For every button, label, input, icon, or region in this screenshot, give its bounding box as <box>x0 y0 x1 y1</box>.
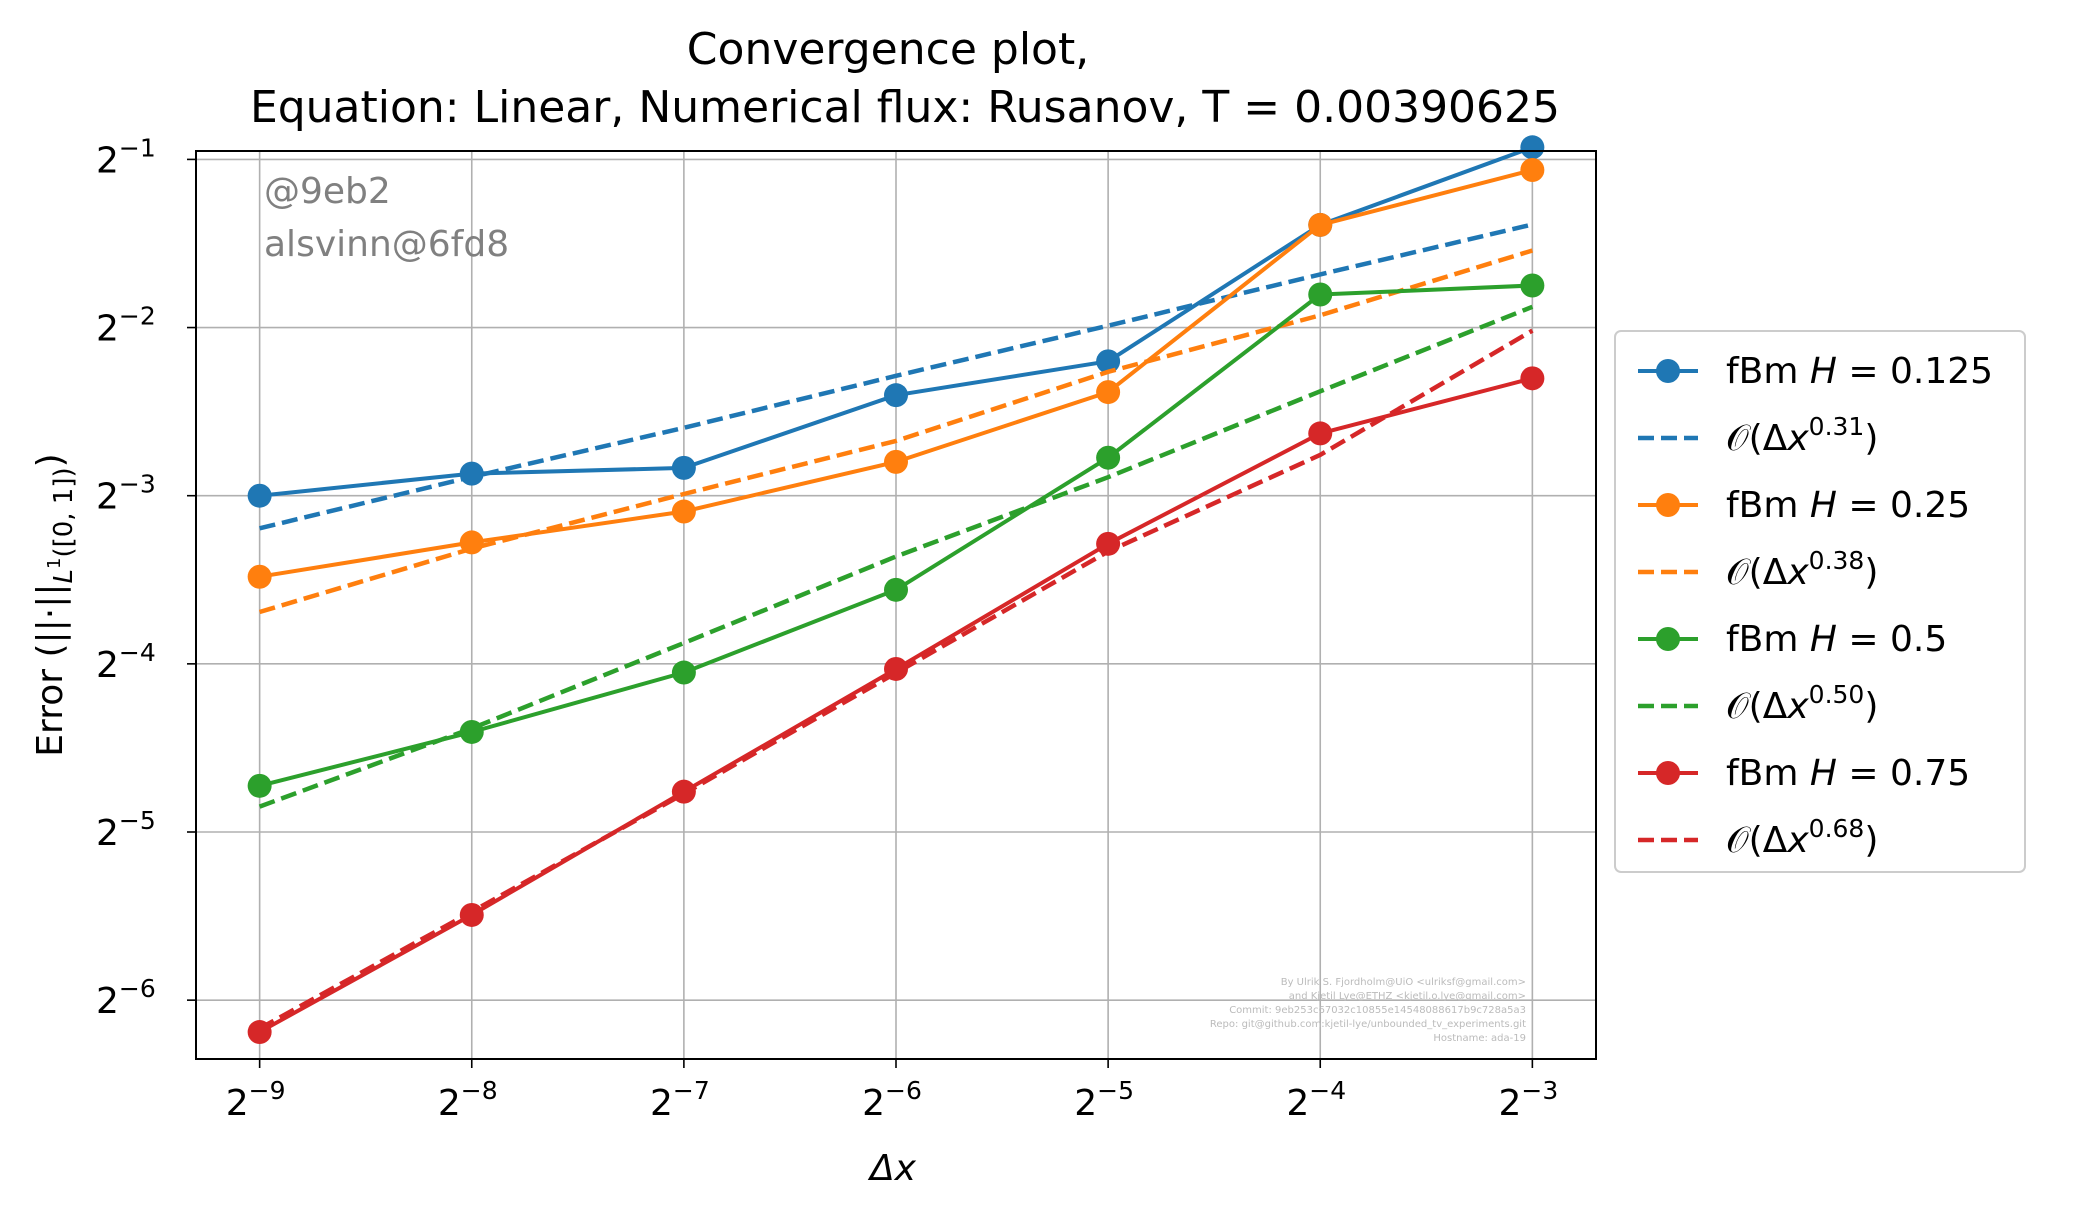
y-tick-label: 2−1 <box>96 133 156 181</box>
data-point <box>1308 421 1333 446</box>
data-point <box>459 461 484 486</box>
data-point <box>1308 282 1333 307</box>
legend-item: 𝒪(Δx0.38) <box>1638 546 1878 593</box>
data-point <box>1520 158 1545 183</box>
x-tick-label: 2−5 <box>1074 1076 1134 1124</box>
data-point <box>1520 366 1545 391</box>
legend-item: 𝒪(Δx0.68) <box>1638 814 1878 861</box>
legend-label: 𝒪(Δx0.68) <box>1726 814 1878 861</box>
credit-line: Hostname: ada-19 <box>1433 1033 1526 1044</box>
legend-swatch-marker <box>1656 627 1680 651</box>
data-point <box>671 660 696 685</box>
data-point <box>1520 273 1545 298</box>
legend-box <box>1614 330 2026 873</box>
credit-line: Repo: git@github.com:kjetil-lye/unbounde… <box>1210 1019 1526 1030</box>
series-fbm-2 <box>247 158 1545 589</box>
data-point <box>459 530 484 555</box>
x-tick-label: 2−3 <box>1498 1076 1558 1124</box>
data-point <box>1096 349 1121 374</box>
x-tick-label: 2−9 <box>226 1076 286 1124</box>
legend-item: fBm H = 0.5 <box>1638 619 1947 660</box>
legend-swatch-marker <box>1656 359 1680 383</box>
y-tick-label: 2−6 <box>96 974 156 1022</box>
legend-item: fBm H = 0.75 <box>1638 753 1970 794</box>
legend-swatch-marker <box>1656 761 1680 785</box>
data-point <box>247 1020 272 1045</box>
data-point <box>1308 212 1333 237</box>
data-point <box>459 902 484 927</box>
data-point <box>884 449 908 474</box>
series-fbm-6 <box>247 366 1545 1045</box>
series-reference-5 <box>258 304 1534 809</box>
x-tick-label: 2−7 <box>650 1076 710 1124</box>
series-fbm-4 <box>247 273 1545 798</box>
chart-title-line-2: Equation: Linear, Numerical flux: Rusano… <box>250 82 1560 133</box>
x-tick-label: 2−4 <box>1286 1076 1346 1124</box>
legend-label: 𝒪(Δx0.38) <box>1726 546 1878 593</box>
series-line <box>258 304 1534 809</box>
legend-item: fBm H = 0.25 <box>1638 485 1970 526</box>
legend: fBm H = 0.125 𝒪(Δx0.31) fBm H = 0.25 𝒪(Δx0.… <box>1614 330 2026 873</box>
data-point <box>1096 531 1121 556</box>
data-point <box>247 564 272 589</box>
series-layer <box>247 135 1545 1045</box>
y-tick-label: 2−5 <box>96 806 156 854</box>
y-tick-label: 2−4 <box>96 638 156 686</box>
data-point <box>884 383 908 408</box>
credit-line: Commit: 9eb253c67032c10855e14548088617b9… <box>1229 1005 1526 1016</box>
stamp-alsvinn: alsvinn@6fd8 <box>264 224 509 265</box>
data-point <box>884 577 908 602</box>
legend-item: 𝒪(Δx0.31) <box>1638 412 1878 459</box>
plot-area-frame <box>195 150 1597 1060</box>
data-point <box>247 483 272 508</box>
chart-title-line-1: Convergence plot, <box>687 24 1089 75</box>
legend-label: fBm H = 0.5 <box>1726 619 1947 660</box>
data-point <box>1096 380 1121 405</box>
legend-item: 𝒪(Δx0.50) <box>1638 680 1878 727</box>
credit-line: and Kjetil Lye@ETHZ <kjetil.o.lye@gmail.… <box>1289 991 1526 1002</box>
legend-label: 𝒪(Δx0.31) <box>1726 412 1878 459</box>
data-point <box>671 455 696 480</box>
data-point <box>1520 135 1545 160</box>
legend-swatch-marker <box>1656 493 1680 517</box>
legend-label: 𝒪(Δx0.50) <box>1726 680 1878 727</box>
data-point <box>671 779 696 804</box>
data-point <box>884 656 908 681</box>
credits-block: By Ulrik S. Fjordholm@UiO <ulriksf@gmail… <box>1210 977 1526 1044</box>
stamp-hash: @9eb2 <box>264 171 391 212</box>
legend-item: fBm H = 0.125 <box>1638 351 1993 392</box>
data-point <box>671 499 696 524</box>
axis-ticks: 2−9 2−8 2−7 2−6 2−5 2−4 2−3 2−6 2−5 2−4 2−3 2−2 2−1 <box>96 133 1558 1124</box>
legend-label: fBm H = 0.25 <box>1726 485 1970 526</box>
data-point <box>459 719 484 744</box>
y-tick-label: 2−3 <box>96 470 156 518</box>
credit-line: By Ulrik S. Fjordholm@UiO <ulriksf@gmail… <box>1281 977 1526 988</box>
y-tick-label: 2−2 <box>96 302 156 350</box>
data-point <box>1096 445 1121 470</box>
x-axis-label: Δx <box>867 1148 917 1189</box>
legend-label: fBm H = 0.125 <box>1726 351 1993 392</box>
x-tick-label: 2−8 <box>438 1076 498 1124</box>
x-tick-label: 2−6 <box>862 1076 922 1124</box>
data-point <box>247 773 272 798</box>
legend-label: fBm H = 0.75 <box>1726 753 1970 794</box>
